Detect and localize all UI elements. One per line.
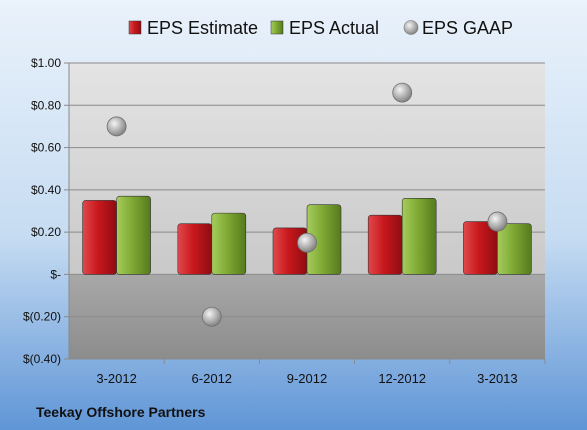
x-category-label: 3-2013	[477, 371, 517, 386]
eps-estimate-bar	[82, 200, 117, 275]
x-category-label: 12-2012	[378, 371, 426, 386]
eps-gaap-point	[392, 82, 413, 103]
legend-label: EPS GAAP	[422, 18, 513, 38]
legend-label: EPS Estimate	[147, 18, 258, 38]
eps-actual-bar	[116, 195, 151, 275]
eps-actual-bar	[497, 223, 532, 275]
x-category-label: 3-2012	[96, 371, 136, 386]
y-tick-label: $(0.20)	[23, 310, 61, 324]
eps-gaap-point	[487, 211, 508, 232]
x-category-label: 9-2012	[287, 371, 327, 386]
data-marks	[82, 82, 532, 327]
legend-label: EPS Actual	[289, 18, 379, 38]
y-tick-label: $0.20	[31, 225, 61, 239]
eps-gaap-point	[297, 232, 317, 253]
y-tick-label: $(0.40)	[23, 352, 61, 366]
y-tick-label: $0.80	[31, 98, 61, 112]
eps-actual-bar	[401, 198, 437, 275]
eps-gaap-point	[201, 306, 222, 327]
y-tick-label: $0.60	[31, 141, 61, 155]
company-name: Teekay Offshore Partners	[36, 404, 206, 420]
y-tick-label: $0.40	[31, 183, 61, 197]
eps-estimate-bar	[177, 223, 213, 275]
axes: $1.00 $0.80 $0.60 $0.40 $0.20 $- $(0.20) $(0.40…	[23, 56, 546, 386]
legend-swatch	[270, 20, 284, 35]
eps-estimate-bar	[367, 214, 403, 275]
eps-actual-bar	[211, 212, 247, 275]
y-tick-label: $1.00	[31, 56, 61, 70]
legend-swatch	[128, 20, 142, 35]
y-tick-label: $-	[50, 267, 61, 281]
x-category-label: 6-2012	[192, 371, 232, 386]
eps-gaap-point	[106, 116, 127, 137]
legend: EPS Estimate EPS Actual EPS GAAP	[128, 18, 513, 38]
legend-swatch	[403, 20, 419, 35]
